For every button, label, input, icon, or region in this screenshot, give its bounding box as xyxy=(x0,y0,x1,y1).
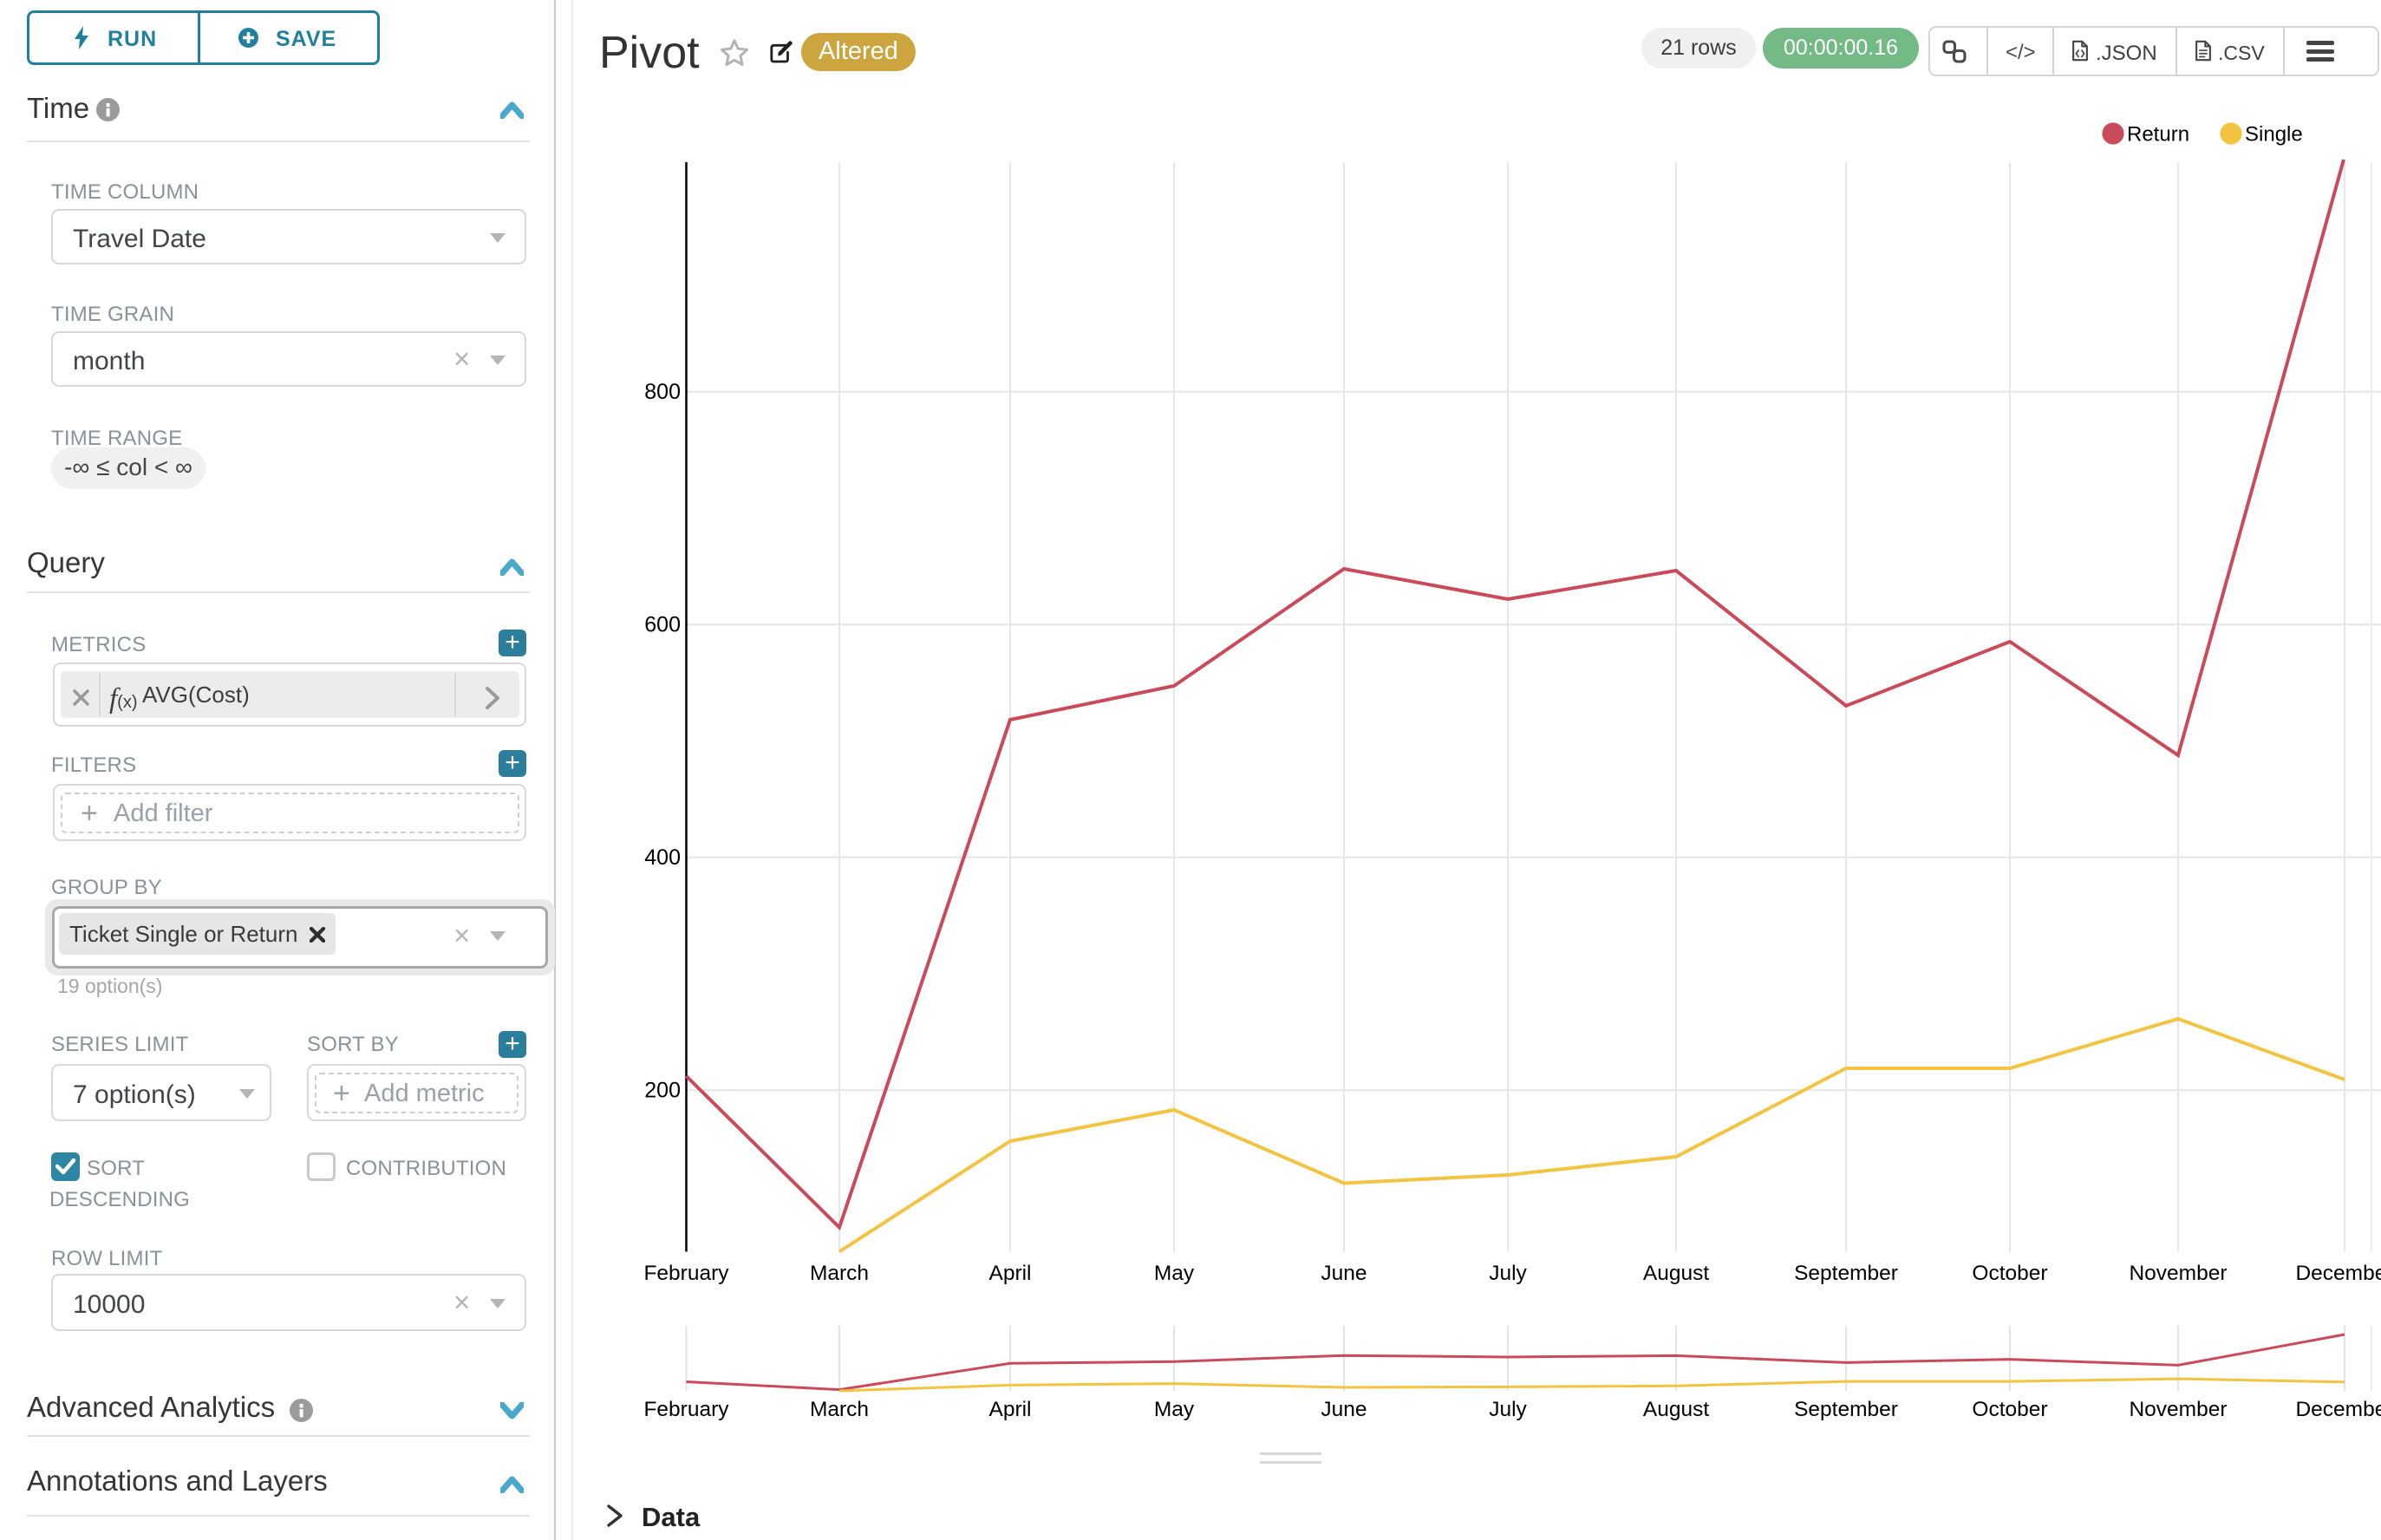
svg-text:400: 400 xyxy=(644,845,681,870)
svg-text:April: April xyxy=(988,1398,1031,1421)
svg-text:May: May xyxy=(1154,1398,1195,1421)
svg-text:November: November xyxy=(2129,1398,2227,1421)
svg-text:December: December xyxy=(2295,1262,2381,1285)
svg-text:August: August xyxy=(1643,1262,1709,1285)
svg-text:September: September xyxy=(1794,1262,1898,1285)
svg-text:March: March xyxy=(810,1398,869,1421)
svg-text:Return: Return xyxy=(2127,123,2189,147)
svg-text:July: July xyxy=(1489,1262,1527,1285)
svg-text:September: September xyxy=(1794,1398,1898,1421)
svg-text:Data: Data xyxy=(642,1502,701,1532)
svg-text:August: August xyxy=(1643,1398,1709,1421)
svg-text:June: June xyxy=(1321,1262,1367,1285)
svg-text:May: May xyxy=(1154,1262,1195,1285)
svg-text:October: October xyxy=(1972,1398,2047,1421)
svg-text:November: November xyxy=(2129,1262,2227,1285)
svg-text:April: April xyxy=(988,1262,1031,1285)
svg-text:February: February xyxy=(643,1262,729,1285)
svg-text:December: December xyxy=(2295,1398,2381,1421)
svg-text:600: 600 xyxy=(644,613,681,637)
svg-text:October: October xyxy=(1972,1262,2047,1285)
svg-text:June: June xyxy=(1321,1398,1367,1421)
svg-text:March: March xyxy=(810,1262,869,1285)
svg-text:Single: Single xyxy=(2245,123,2303,147)
svg-text:February: February xyxy=(643,1398,729,1421)
svg-text:800: 800 xyxy=(644,380,681,404)
svg-text:200: 200 xyxy=(644,1079,681,1103)
svg-text:July: July xyxy=(1489,1398,1527,1421)
